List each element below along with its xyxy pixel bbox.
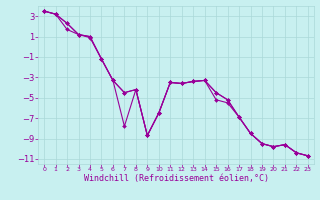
- X-axis label: Windchill (Refroidissement éolien,°C): Windchill (Refroidissement éolien,°C): [84, 174, 268, 183]
